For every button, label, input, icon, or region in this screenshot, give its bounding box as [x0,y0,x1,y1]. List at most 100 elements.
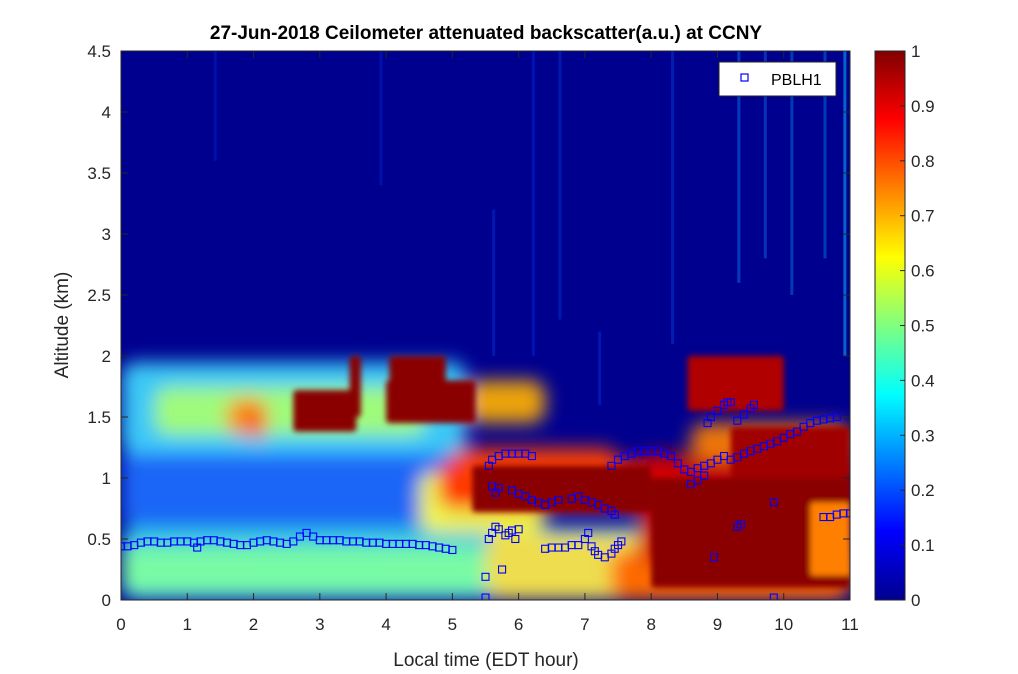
y-axis: 0 0.5 1 1.5 2 2.5 3 3.5 4 4.5 [87,42,850,610]
backscatter-streak [737,51,741,283]
pblh1-point [514,525,523,534]
pblh1-point [792,427,802,436]
pblh1-point [700,471,709,480]
colorbar-tick-label: 0.1 [911,536,935,555]
colorbar-tick-label: 0.5 [911,317,935,336]
x-tick-label: 5 [448,615,457,634]
backscatter-aerosol [386,380,476,424]
pblh1-point [739,410,749,419]
x-tick-label: 3 [315,615,324,634]
pblh1-points [121,398,850,600]
pblh1-point [289,537,298,546]
y-tick-label: 3.5 [87,164,111,183]
backscatter-sharp-layer [293,356,850,588]
backscatter-streak [843,51,847,356]
pblh1-point [494,525,503,534]
colorbar-tick-label: 0.9 [911,97,935,116]
pblh1-point [481,593,490,600]
pblh1-point [667,451,676,461]
x-tick-label: 11 [841,615,859,634]
backscatter-aerosol [389,356,446,387]
y-tick-label: 2 [102,347,111,366]
pblh1-point [617,537,626,546]
legend-label-pblh1: PBLH1 [771,72,822,89]
backscatter-aerosol [687,356,784,411]
backscatter-streak [379,51,383,186]
pblh1-point [607,461,616,470]
pblh1-point [481,572,490,581]
colorbar: 0 0.1 0.2 0.3 0.4 0.5 0.6 0.7 0.8 0.9 1 [874,42,935,610]
y-tick-label: 2.5 [87,286,111,305]
backscatter-streak [492,209,496,356]
pblh1-point [584,528,593,537]
pblh1-point [693,476,702,485]
pblh1-point [673,459,682,468]
legend[interactable]: PBLH1 [718,61,837,97]
y-tick-label: 3 [102,225,111,244]
colorbar-tick-label: 0.4 [911,371,935,390]
backscatter-streak [671,51,675,344]
y-tick-label: 0.5 [87,530,111,549]
heatmap-area [121,51,850,600]
pblh1-point [706,412,715,422]
pblh1-point [494,483,503,492]
backscatter-region [121,545,486,594]
backscatter-streaks [213,51,847,405]
colorbar-ticks: 0 0.1 0.2 0.3 0.4 0.5 0.6 0.7 0.8 0.9 1 [900,42,935,610]
pblh1-point [845,509,850,518]
backscatter-streak [763,51,767,259]
pblh1-point [726,398,735,407]
backscatter-aerosol [349,356,361,417]
pblh1-point [511,534,520,544]
backscatter-streak [558,51,562,320]
x-tick-label: 10 [774,615,793,634]
pblh1-point [527,451,536,461]
legend-box [718,61,837,97]
legend-marker-pblh1 [740,73,749,82]
backscatter-aerosol [730,426,850,478]
backscatter-region [154,386,426,436]
pblh1-point [498,565,507,574]
x-tick-label: 2 [249,615,258,634]
colorbar-tick-label: 0 [911,591,920,610]
pblh1-point [574,541,583,550]
chart-title: 27-Jun-2018 Ceilometer attenuated backsc… [210,23,763,44]
backscatter-streak [598,331,602,405]
x-tick-label: 0 [116,615,125,634]
x-axis: 0 1 2 3 4 5 6 7 8 9 10 11 [116,51,859,634]
pblh1-point [832,412,841,422]
pblh1-point [610,510,619,519]
y-tick-label: 4 [102,103,111,122]
x-tick-label: 1 [183,615,192,634]
backscatter-streak [531,51,535,356]
pblh1-point [749,400,758,409]
pblh1-point [733,416,742,425]
y-tick-label: 1.5 [87,408,111,427]
plot-frame [120,50,851,601]
x-tick-label: 9 [713,615,722,634]
x-tick-label: 7 [580,615,589,634]
y-axis-label: Altitude (km) [52,272,73,379]
backscatter-region [121,447,453,527]
colorbar-tick-label: 1 [911,42,920,61]
colorbar-tick-label: 0.2 [911,481,935,500]
pblh1-point [448,545,457,555]
backscatter-region [465,380,546,424]
pblh1-point [710,553,719,562]
backscatter-region [253,404,264,442]
y-tick-label: 0 [102,591,111,610]
pblh1-point [554,495,563,505]
y-tick-label: 1 [102,469,111,488]
pblh1-point [769,498,778,507]
backscatter-streak [823,51,827,259]
backscatter-aerosol [472,465,652,513]
colorbar-tick-label: 0.3 [911,426,935,445]
pblh1-point [769,593,778,600]
colorbar-tick-label: 0.6 [911,262,935,281]
x-tick-label: 4 [381,615,390,634]
x-axis-label: Local time (EDT hour) [393,650,579,671]
backscatter-streak [790,51,794,295]
backscatter-aerosol [651,478,850,588]
y-tick-label: 4.5 [87,42,111,61]
colorbar-tick-label: 0.8 [911,152,935,171]
